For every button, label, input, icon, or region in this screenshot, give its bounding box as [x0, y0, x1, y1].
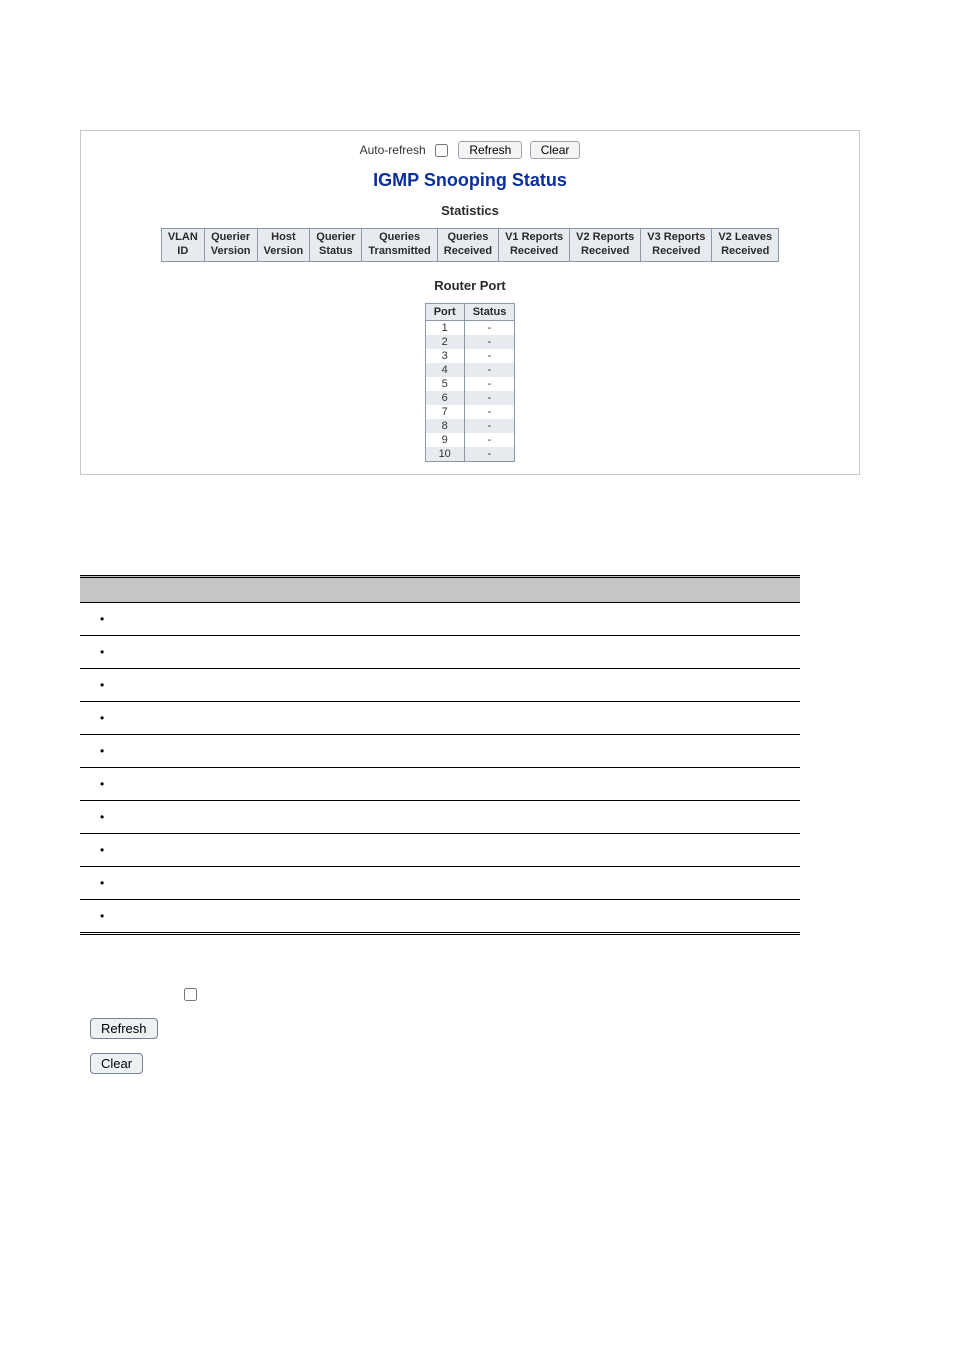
- desc-header-row: [80, 576, 800, 602]
- stats-header: HostVersion: [257, 229, 310, 262]
- stats-table: VLANID QuerierVersion HostVersion Querie…: [161, 228, 779, 262]
- auto-refresh-label: Auto-refresh: [360, 143, 426, 157]
- router-header-row: Port Status: [425, 303, 515, 320]
- lower-clear-row: Clear: [90, 1053, 954, 1074]
- stats-header-row: VLANID QuerierVersion HostVersion Querie…: [161, 229, 778, 262]
- stats-header: V3 ReportsReceived: [641, 229, 712, 262]
- router-row: 4-: [425, 363, 515, 377]
- router-row: 8-: [425, 419, 515, 433]
- router-row: 7-: [425, 405, 515, 419]
- desc-row: [80, 668, 800, 701]
- desc-row: [80, 734, 800, 767]
- desc-row: [80, 701, 800, 734]
- router-port-heading: Router Port: [93, 278, 847, 293]
- lower-refresh-row: Refresh: [90, 1018, 954, 1039]
- desc-row: [80, 635, 800, 668]
- router-header-port: Port: [425, 303, 464, 320]
- router-row: 6-: [425, 391, 515, 405]
- lower-auto-refresh-row: [90, 985, 954, 1004]
- refresh-button[interactable]: Refresh: [458, 141, 522, 159]
- page: Auto-refresh Refresh Clear IGMP Snooping…: [0, 0, 954, 1074]
- panel-toolbar: Auto-refresh Refresh Clear: [93, 141, 847, 160]
- desc-row: [80, 800, 800, 833]
- igmp-panel: Auto-refresh Refresh Clear IGMP Snooping…: [80, 130, 860, 475]
- stats-header: QueriesTransmitted: [362, 229, 437, 262]
- desc-header-object: [80, 576, 291, 602]
- router-row: 3-: [425, 349, 515, 363]
- description-table: [80, 575, 800, 935]
- stats-heading: Statistics: [93, 203, 847, 218]
- router-row: 1-: [425, 320, 515, 335]
- lower-controls: Refresh Clear: [90, 985, 954, 1074]
- stats-header: VLANID: [161, 229, 204, 262]
- clear-button[interactable]: Clear: [530, 141, 581, 159]
- router-row: 10-: [425, 447, 515, 462]
- router-row: 2-: [425, 335, 515, 349]
- auto-refresh-checkbox[interactable]: [435, 144, 448, 157]
- router-row: 9-: [425, 433, 515, 447]
- stats-header: QuerierStatus: [310, 229, 362, 262]
- router-row: 5-: [425, 377, 515, 391]
- router-header-status: Status: [464, 303, 515, 320]
- desc-row: [80, 833, 800, 866]
- lower-clear-button[interactable]: Clear: [90, 1053, 143, 1074]
- stats-header: QueriesReceived: [437, 229, 498, 262]
- stats-header: V2 LeavesReceived: [712, 229, 779, 262]
- lower-refresh-button[interactable]: Refresh: [90, 1018, 158, 1039]
- stats-header: V1 ReportsReceived: [499, 229, 570, 262]
- router-port-table: Port Status 1- 2- 3- 4- 5- 6- 7- 8- 9- 1…: [425, 303, 516, 462]
- desc-row: [80, 602, 800, 635]
- stats-header: V2 ReportsReceived: [570, 229, 641, 262]
- desc-row: [80, 866, 800, 899]
- stats-header: QuerierVersion: [204, 229, 257, 262]
- desc-row: [80, 767, 800, 800]
- desc-header-descr: [291, 576, 800, 602]
- page-title: IGMP Snooping Status: [93, 170, 847, 191]
- desc-row: [80, 899, 800, 933]
- lower-auto-refresh-checkbox[interactable]: [184, 988, 197, 1001]
